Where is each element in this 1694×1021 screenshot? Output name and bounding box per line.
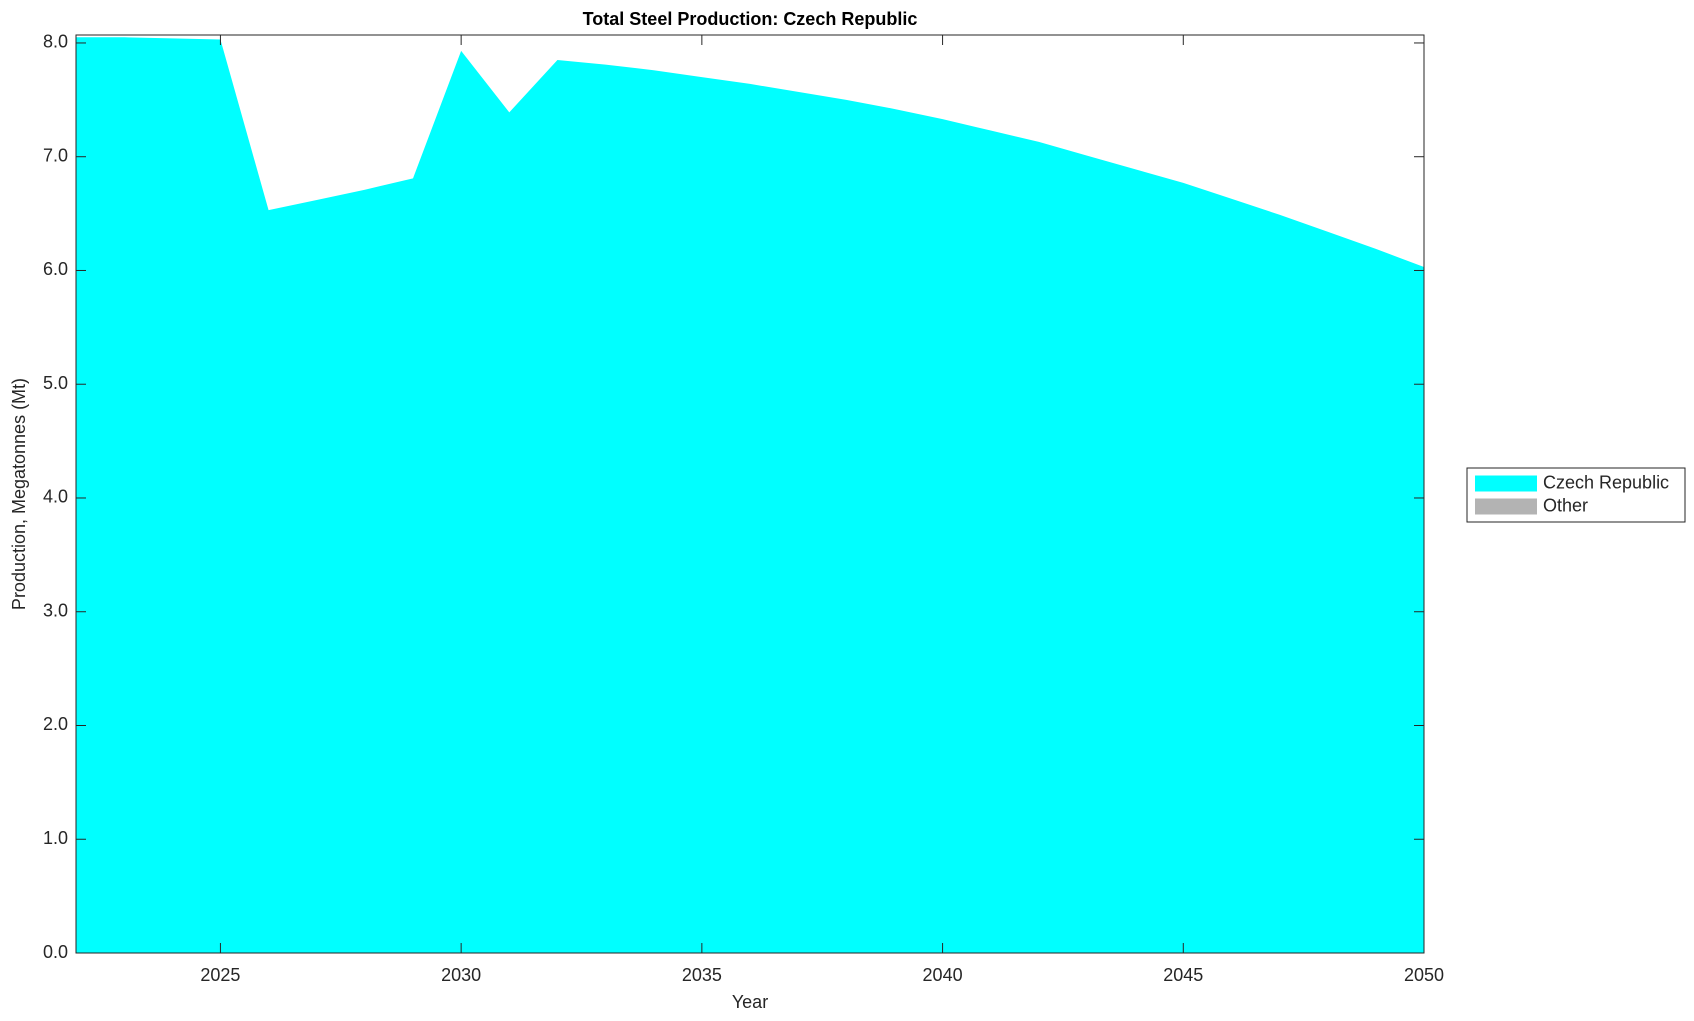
x-tick-label: 2030: [441, 965, 481, 985]
y-tick-label: 6.0: [43, 259, 68, 279]
y-tick-label: 5.0: [43, 373, 68, 393]
y-tick-label: 7.0: [43, 145, 68, 165]
x-tick-label: 2040: [923, 965, 963, 985]
y-tick-label: 2.0: [43, 714, 68, 734]
area: [76, 37, 1424, 954]
legend-label: Other: [1543, 495, 1588, 515]
x-tick-label: 2035: [682, 965, 722, 985]
y-tick-label: 3.0: [43, 600, 68, 620]
plot-frame: [75, 34, 1425, 954]
x-tick-label: 2050: [1404, 965, 1444, 985]
y-tick-label: 8.0: [43, 32, 68, 52]
y-tick-label: 1.0: [43, 828, 68, 848]
legend-swatch: [1475, 475, 1537, 492]
x-axis-label: Year: [732, 992, 768, 1012]
x-tick-label: 2025: [200, 965, 240, 985]
y-tick-label: 4.0: [43, 487, 68, 507]
legend-label: Czech Republic: [1543, 472, 1669, 492]
chart-title: Total Steel Production: Czech Republic: [583, 9, 918, 29]
y-axis-label: Production, Megatonnes (Mt): [9, 378, 29, 610]
x-tick-label: 2045: [1163, 965, 1203, 985]
y-tick-label: 0.0: [43, 942, 68, 962]
legend-swatch: [1475, 498, 1537, 515]
